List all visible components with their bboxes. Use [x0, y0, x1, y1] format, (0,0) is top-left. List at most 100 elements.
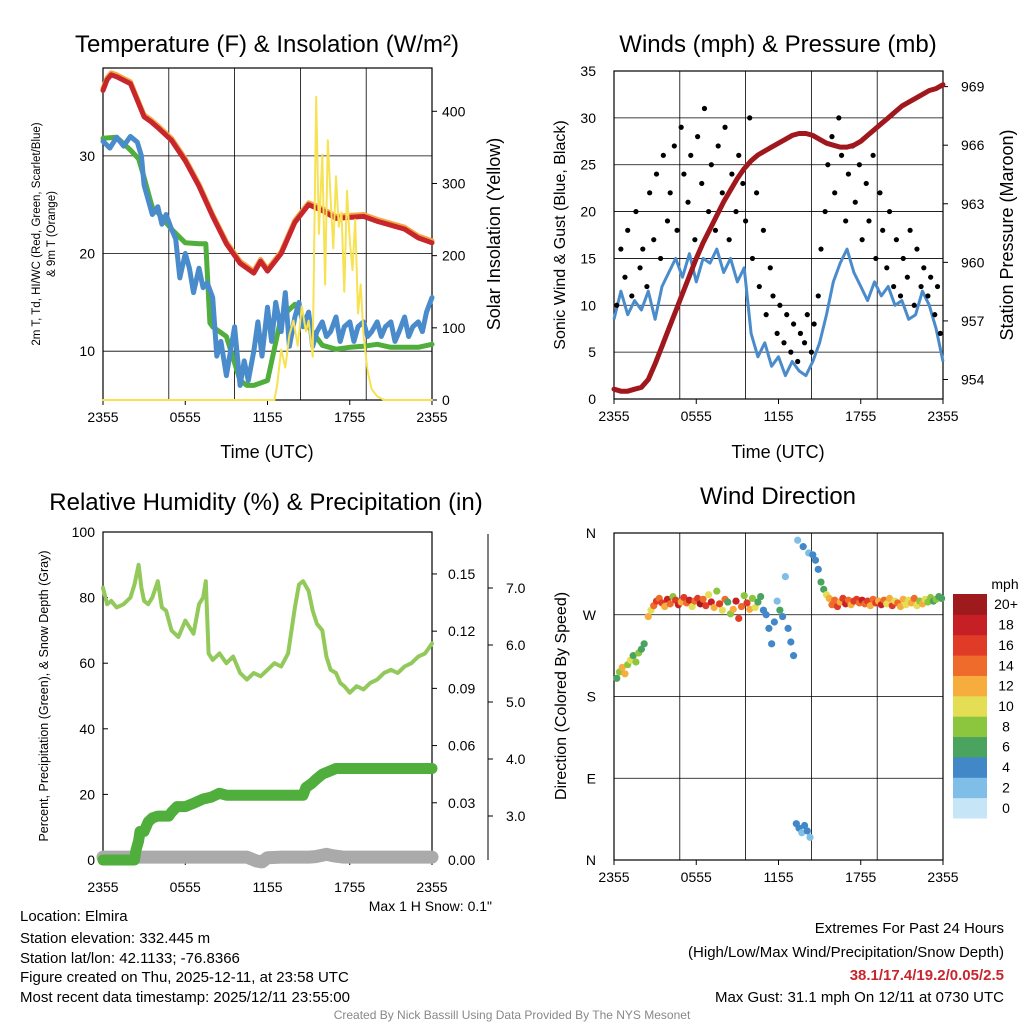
temp-xtick-label: 1155 [252, 409, 282, 425]
wind-gust-point [866, 218, 872, 224]
wind-gust-point [767, 265, 773, 271]
wind-gust-point [678, 124, 684, 130]
wdir-point [729, 605, 737, 613]
wdir-point [688, 602, 696, 611]
wind-gust-point [618, 246, 624, 252]
rh-y3tick-label: 4.0 [506, 751, 526, 767]
wind-gust-point [838, 152, 845, 158]
wdir-point [811, 556, 820, 564]
wind-gust-point [763, 312, 769, 318]
wind-gust-point [770, 293, 776, 299]
wind-xtick-label: 2355 [927, 408, 958, 424]
wdir-point [762, 611, 770, 619]
wdir-point [694, 594, 702, 603]
wind-ytick-label: 25 [580, 157, 596, 173]
extremes-box: Extremes For Past 24 Hours (High/Low/Max… [688, 920, 1004, 1006]
wdir-point [644, 612, 652, 621]
wind-gust-point [695, 134, 701, 140]
wind-xtick-label: 2355 [598, 408, 629, 424]
info-location: Location: Elmira [20, 908, 128, 925]
wdir-point [817, 578, 825, 586]
wind-gust-point [781, 340, 787, 346]
wind-gust-point [712, 227, 719, 233]
wdir-legend-swatch [953, 594, 987, 615]
wind-gust-point [818, 246, 824, 252]
wind-gust-point [804, 312, 810, 318]
wind-gust-point [801, 340, 808, 346]
wind-gust-point [692, 237, 698, 243]
wdir-point [735, 614, 743, 622]
wind-gust-point [788, 349, 794, 355]
wdir-legend-label: 12 [998, 678, 1014, 694]
wind-gust-point [722, 124, 728, 130]
wind-y2tick-label: 966 [961, 137, 985, 153]
rh-ytick-label: 0 [87, 852, 95, 868]
wdir-legend-swatch [953, 675, 987, 697]
wind-gust-point [921, 265, 927, 271]
wdir-xtick-label: 2355 [598, 869, 629, 885]
wind-gust-point [701, 105, 708, 112]
wdir-legend-swatch [953, 695, 987, 717]
wind-ytick-label: 10 [580, 297, 596, 313]
wdir-legend-swatch [953, 777, 987, 799]
humidity-panel: 2355 0555 1155 1755 2355 0 20 40 60 80 100 0.00 0.03… [37, 489, 526, 914]
wdir-point [910, 594, 918, 603]
rh-ylabel: Percent, Precipitation (Green), & Snow D… [37, 550, 51, 841]
extremes-title: Extremes For Past 24 Hours [815, 920, 1004, 937]
wind-y2tick-label: 969 [961, 79, 985, 95]
wdir-point [825, 594, 833, 603]
wind-gust-point [884, 265, 890, 271]
wind-gust-point [749, 255, 756, 262]
wind-gust-point [729, 171, 735, 177]
wdir-point [640, 640, 648, 648]
wdir-point [883, 600, 891, 608]
wdir-xtick-label: 1155 [763, 869, 793, 885]
wdir-point [831, 596, 839, 604]
wind-ytick-label: 5 [588, 344, 596, 360]
wind-gust-point [629, 293, 635, 299]
wdir-point [702, 602, 710, 610]
wind-gust-point [726, 237, 732, 243]
wdir-point [814, 565, 822, 573]
wind-xtick-label: 0555 [681, 408, 712, 424]
temp-title: Temperature (F) & Insolation (W/m²) [75, 31, 459, 58]
wdir-point [800, 821, 809, 830]
temp-ylabel-2: & 9m T (Orange) [46, 191, 58, 277]
wdir-point [754, 598, 762, 606]
rh-y2tick-label: 0.06 [448, 738, 475, 754]
wdir-point [770, 618, 778, 626]
temp-y2tick-label: 200 [442, 248, 466, 264]
wdir-legend-swatch [953, 736, 987, 758]
wdir-legend-label: 4 [1002, 759, 1010, 775]
wdir-point [637, 645, 646, 653]
temp-y2tick-label: 100 [442, 320, 466, 336]
temp-xlabel: Time (UTC) [220, 442, 313, 462]
wdir-legend-label: 16 [998, 637, 1014, 653]
wdir-point [789, 652, 798, 660]
wind-gust-point [736, 152, 742, 158]
wdir-legend-swatch [953, 797, 987, 819]
wind-xlabel: Time (UTC) [731, 442, 824, 462]
temp-y2tick-label: 300 [442, 175, 466, 191]
wind-gust-point [753, 190, 760, 196]
wind-gust-point [873, 255, 879, 262]
wind-gust-point [852, 199, 858, 205]
wind-title: Winds (mph) & Pressure (mb) [619, 31, 936, 58]
info-elevation: Station elevation: 332.445 m [20, 930, 210, 947]
wind-gust-point [790, 321, 797, 327]
rh-ytick-label: 60 [79, 655, 95, 671]
wind-gust-point [900, 255, 906, 262]
wdir-point [751, 603, 759, 612]
wind-gust-point [843, 218, 849, 224]
wdir-legend-label: 2 [1002, 779, 1010, 795]
wdir-point [765, 624, 773, 632]
rh-y3tick-label: 5.0 [506, 694, 526, 710]
temp-series-solar [102, 95, 433, 401]
rh-xtick-label: 1155 [252, 879, 282, 895]
wdir-point [794, 536, 802, 544]
wdir-xtick-label: 0555 [681, 869, 712, 885]
wind-gust-point [863, 180, 869, 187]
wdir-point [740, 592, 748, 600]
wind-ytick-label: 35 [580, 63, 596, 79]
